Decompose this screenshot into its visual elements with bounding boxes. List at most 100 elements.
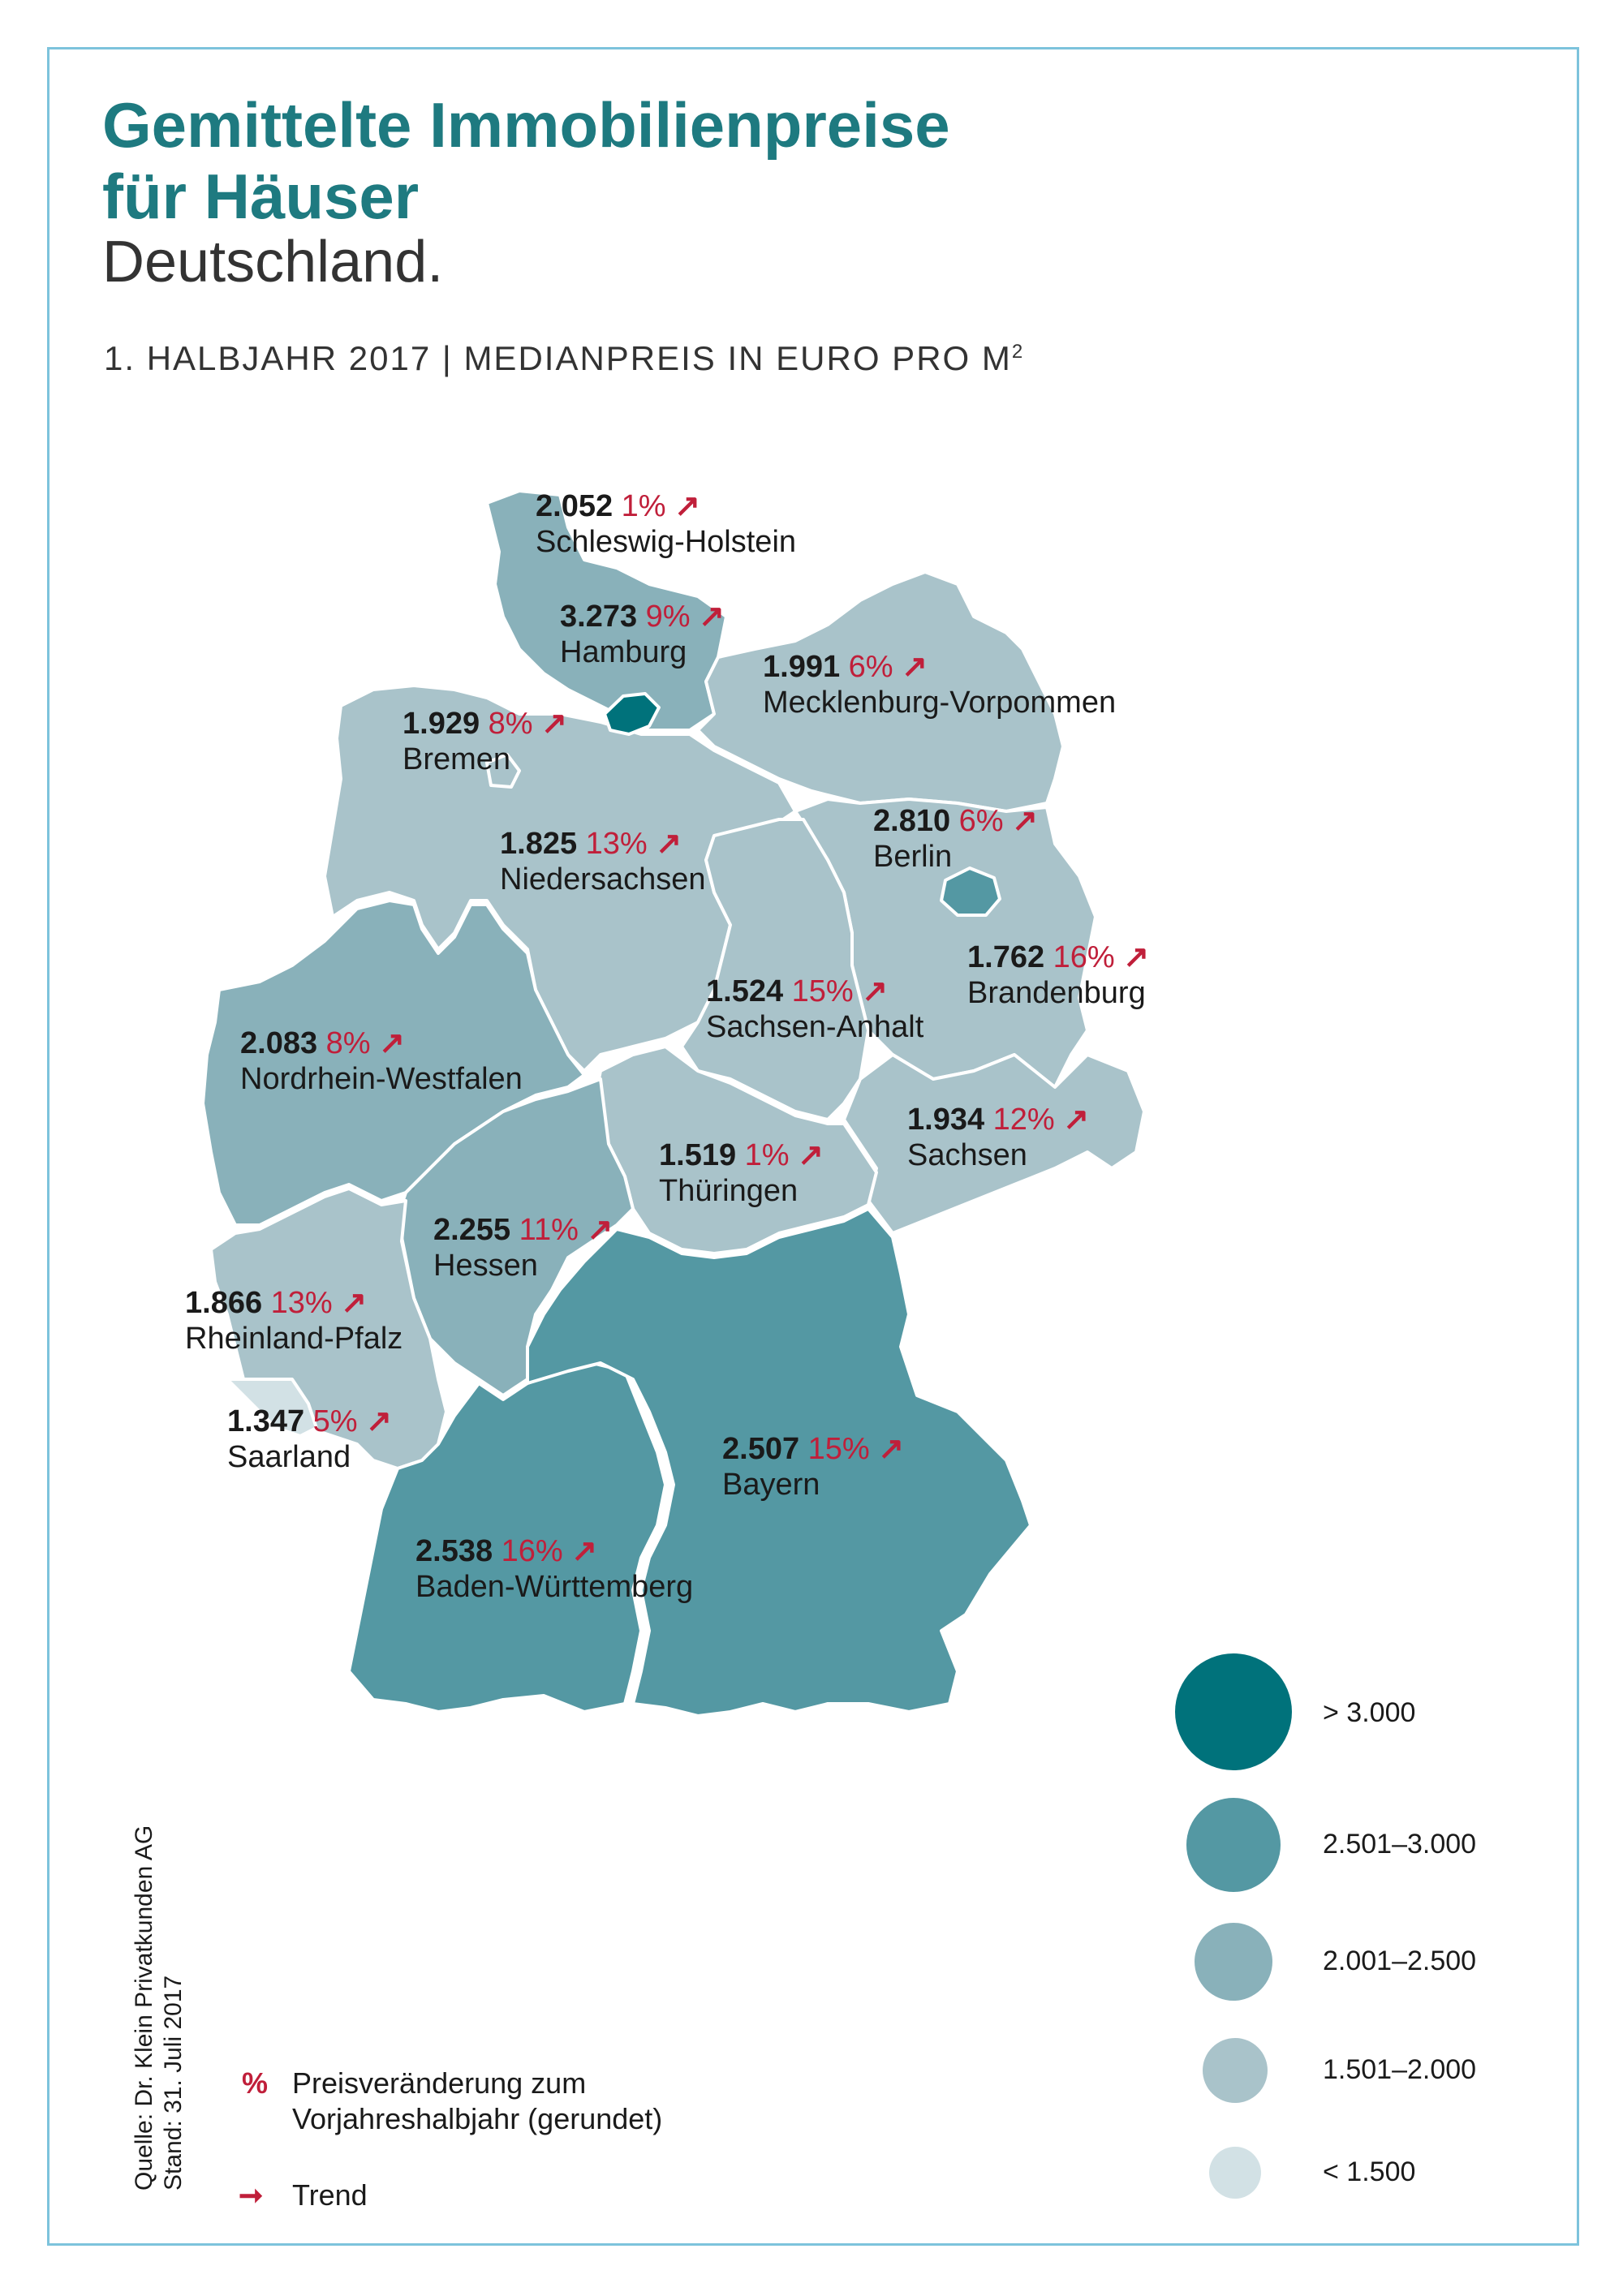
trend-arrow-icon: ↗: [587, 1213, 613, 1247]
state-name: Sachsen-Anhalt: [706, 1010, 924, 1044]
legend-label: < 1.500: [1323, 2156, 1416, 2187]
state-name: Brandenburg: [967, 976, 1146, 1010]
legend-label: 2.001–2.500: [1323, 1946, 1477, 1976]
label-bremen: 1.929 8% ↗ Bremen: [403, 706, 567, 777]
state-bayern: [526, 1207, 1032, 1718]
page-title: Gemittelte Immobilienpreise für Häuser: [102, 89, 950, 232]
price-value: 3.273: [560, 600, 638, 634]
subline: 1. HALBJAHR 2017 | MEDIANPREIS IN EURO P…: [104, 339, 1024, 378]
price-value: 1.825: [500, 827, 578, 861]
change-value: 6%: [958, 804, 1004, 838]
legend-swatch-1501-2000: [1203, 2038, 1268, 2103]
note-trend-label: Trend: [292, 2178, 368, 2212]
state-name: Berlin: [873, 840, 953, 874]
price-value: 2.052: [536, 489, 613, 523]
trend-arrow-icon: ↗: [699, 600, 725, 634]
change-value: 8%: [325, 1026, 371, 1060]
trend-arrow-icon: ➞: [239, 2178, 264, 2212]
state-name: Niedersachsen: [500, 862, 706, 896]
legend-label: > 3.000: [1323, 1697, 1416, 1728]
price-value: 1.762: [967, 940, 1045, 974]
state-name: Bayern: [722, 1468, 820, 1502]
legend-label: 1.501–2.000: [1323, 2054, 1477, 2085]
change-value: 13%: [270, 1286, 333, 1320]
change-value: 8%: [488, 707, 533, 741]
legend-swatch-2001-2500: [1195, 1923, 1272, 2001]
price-value: 2.255: [433, 1213, 511, 1247]
price-value: 1.866: [185, 1286, 263, 1320]
change-value: 13%: [585, 827, 648, 861]
state-bremen: [485, 753, 521, 789]
label-sachsen: 1.934 12% ↗ Sachsen: [907, 1102, 1089, 1173]
label-sachsen-anhalt: 1.524 15% ↗ Sachsen-Anhalt: [706, 974, 923, 1045]
price-value: 2.507: [722, 1432, 800, 1466]
state-name: Nordrhein-Westfalen: [240, 1062, 523, 1096]
subline-superscript: 2: [1011, 341, 1025, 363]
state-name: Sachsen: [907, 1138, 1027, 1172]
state-berlin: [940, 866, 1001, 917]
state-nordrhein-westfalen: [201, 899, 586, 1227]
frame-border: [47, 47, 1579, 2246]
source-note: Quelle: Dr. Klein Privatkunden AG Stand:…: [130, 1825, 188, 2191]
label-niedersachsen: 1.825 13% ↗ Niedersachsen: [500, 826, 705, 897]
price-value: 1.934: [907, 1103, 985, 1137]
legend-label: 2.501–3.000: [1323, 1829, 1477, 1860]
price-value: 2.538: [415, 1534, 493, 1568]
change-value: 12%: [992, 1103, 1055, 1137]
note-trend: ➞ Trend: [239, 2178, 368, 2213]
source-line2: Stand: 31. Juli 2017: [160, 1975, 187, 2191]
note-percent-line2: Vorjahreshalbjahr (gerundet): [292, 2102, 663, 2135]
state-name: Thüringen: [659, 1174, 799, 1208]
change-value: 1%: [744, 1138, 790, 1172]
trend-arrow-icon: ↗: [878, 1432, 905, 1466]
label-thueringen: 1.519 1% ↗ Thüringen: [659, 1137, 824, 1209]
trend-arrow-icon: ↗: [366, 1404, 392, 1438]
price-value: 1.347: [227, 1404, 305, 1438]
trend-arrow-icon: ↗: [798, 1138, 824, 1172]
label-baden-wuerttemberg: 2.538 16% ↗ Baden-Württemberg: [415, 1533, 693, 1605]
price-value: 1.929: [403, 707, 480, 741]
change-value: 16%: [501, 1534, 563, 1568]
legend-swatch-lt1500: [1209, 2147, 1261, 2199]
change-value: 5%: [312, 1404, 358, 1438]
label-berlin: 2.810 6% ↗ Berlin: [873, 803, 1038, 875]
price-value: 2.810: [873, 804, 951, 838]
label-hamburg: 3.273 9% ↗ Hamburg: [560, 599, 725, 670]
trend-arrow-icon: ↗: [862, 974, 889, 1008]
state-baden-wuerttemberg: [347, 1361, 667, 1713]
trend-arrow-icon: ↗: [1123, 940, 1150, 974]
trend-arrow-icon: ↗: [1063, 1103, 1090, 1137]
label-saarland: 1.347 5% ↗ Saarland: [227, 1404, 392, 1475]
trend-arrow-icon: ↗: [656, 827, 682, 861]
trend-arrow-icon: ↗: [1012, 804, 1038, 838]
price-value: 1.519: [659, 1138, 737, 1172]
state-sachsen-anhalt: [680, 818, 870, 1121]
price-value: 2.083: [240, 1026, 318, 1060]
trend-arrow-icon: ↗: [571, 1534, 598, 1568]
label-brandenburg: 1.762 16% ↗ Brandenburg: [967, 939, 1149, 1011]
trend-arrow-icon: ↗: [341, 1286, 368, 1320]
state-name: Rheinland-Pfalz: [185, 1322, 403, 1356]
state-saarland: [226, 1378, 318, 1438]
subline-text: 1. HALBJAHR 2017 | MEDIANPREIS IN EURO P…: [104, 339, 1012, 377]
change-value: 1%: [621, 489, 666, 523]
label-bayern: 2.507 15% ↗ Bayern: [722, 1431, 904, 1503]
page-subtitle: Deutschland.: [102, 230, 444, 295]
note-percent: % Preisveränderung zum Vorjahreshalbjahr…: [242, 2066, 663, 2137]
legend-swatch-gt3000: [1175, 1653, 1292, 1770]
label-rheinland-pfalz: 1.866 13% ↗ Rheinland-Pfalz: [185, 1285, 403, 1357]
change-value: 6%: [848, 650, 893, 684]
trend-arrow-icon: ↗: [674, 489, 700, 523]
change-value: 9%: [645, 600, 691, 634]
state-name: Baden-Württemberg: [415, 1570, 694, 1604]
title-line-2: für Häuser: [102, 161, 420, 232]
change-value: 15%: [807, 1432, 870, 1466]
price-value: 1.524: [706, 974, 784, 1008]
trend-arrow-icon: ↗: [902, 650, 928, 684]
legend-swatch-2501-3000: [1186, 1798, 1281, 1892]
state-name: Hessen: [433, 1249, 538, 1283]
state-name: Schleswig-Holstein: [536, 525, 797, 559]
trend-arrow-icon: ↗: [379, 1026, 405, 1060]
state-hamburg: [603, 692, 661, 736]
